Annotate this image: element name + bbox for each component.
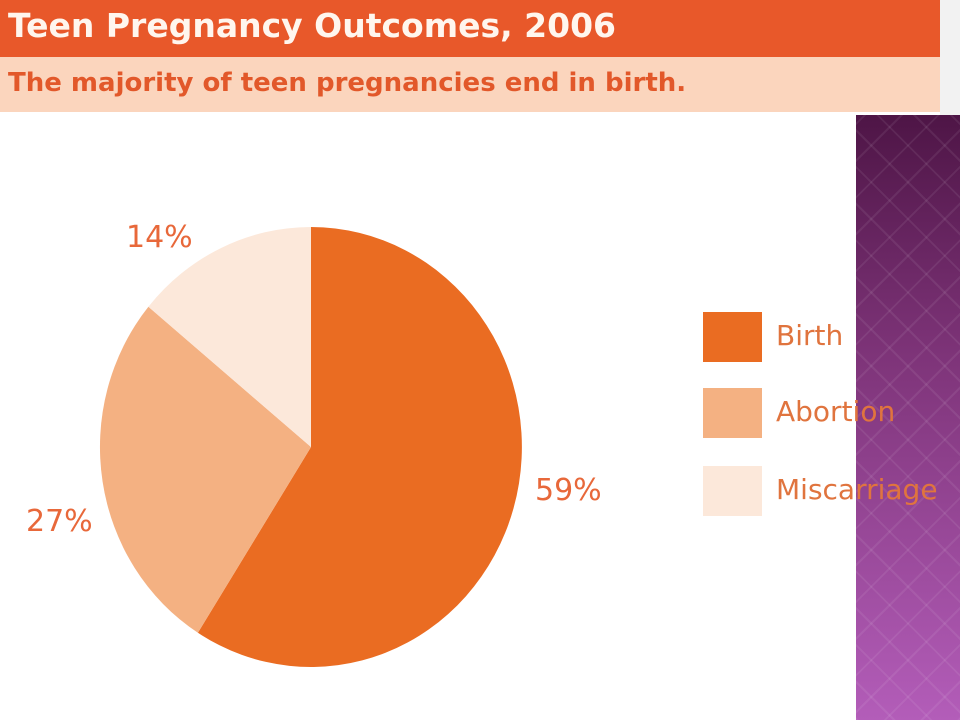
slice-label-abortion: 27% — [26, 504, 93, 539]
legend-swatch-abortion — [703, 388, 762, 438]
legend-swatch-miscarriage — [703, 466, 762, 516]
legend-label-miscarriage: Miscarriage — [776, 473, 938, 506]
decorative-pattern-panel — [856, 115, 960, 720]
pie-slice-abortion — [99, 306, 311, 633]
chart-subtitle: The majority of teen pregnancies end in … — [8, 68, 687, 98]
legend-label-birth: Birth — [776, 319, 843, 352]
pie-slice-birth — [197, 227, 522, 667]
pie-slice-miscarriage — [148, 227, 311, 447]
slice-label-miscarriage: 14% — [126, 220, 193, 255]
pie-slices — [99, 227, 522, 667]
title-bar: Teen Pregnancy Outcomes, 2006 — [0, 0, 940, 57]
subtitle-bar: The majority of teen pregnancies end in … — [0, 57, 940, 112]
top-right-strip — [940, 0, 960, 115]
chart-title: Teen Pregnancy Outcomes, 2006 — [8, 6, 616, 45]
legend: Birth Abortion Miscarriage — [703, 312, 938, 516]
legend-swatch-birth — [703, 312, 762, 362]
slice-label-birth: 59% — [535, 473, 602, 508]
legend-label-abortion: Abortion — [776, 395, 895, 428]
slice-labels: 59% 27% 14% — [26, 220, 602, 539]
